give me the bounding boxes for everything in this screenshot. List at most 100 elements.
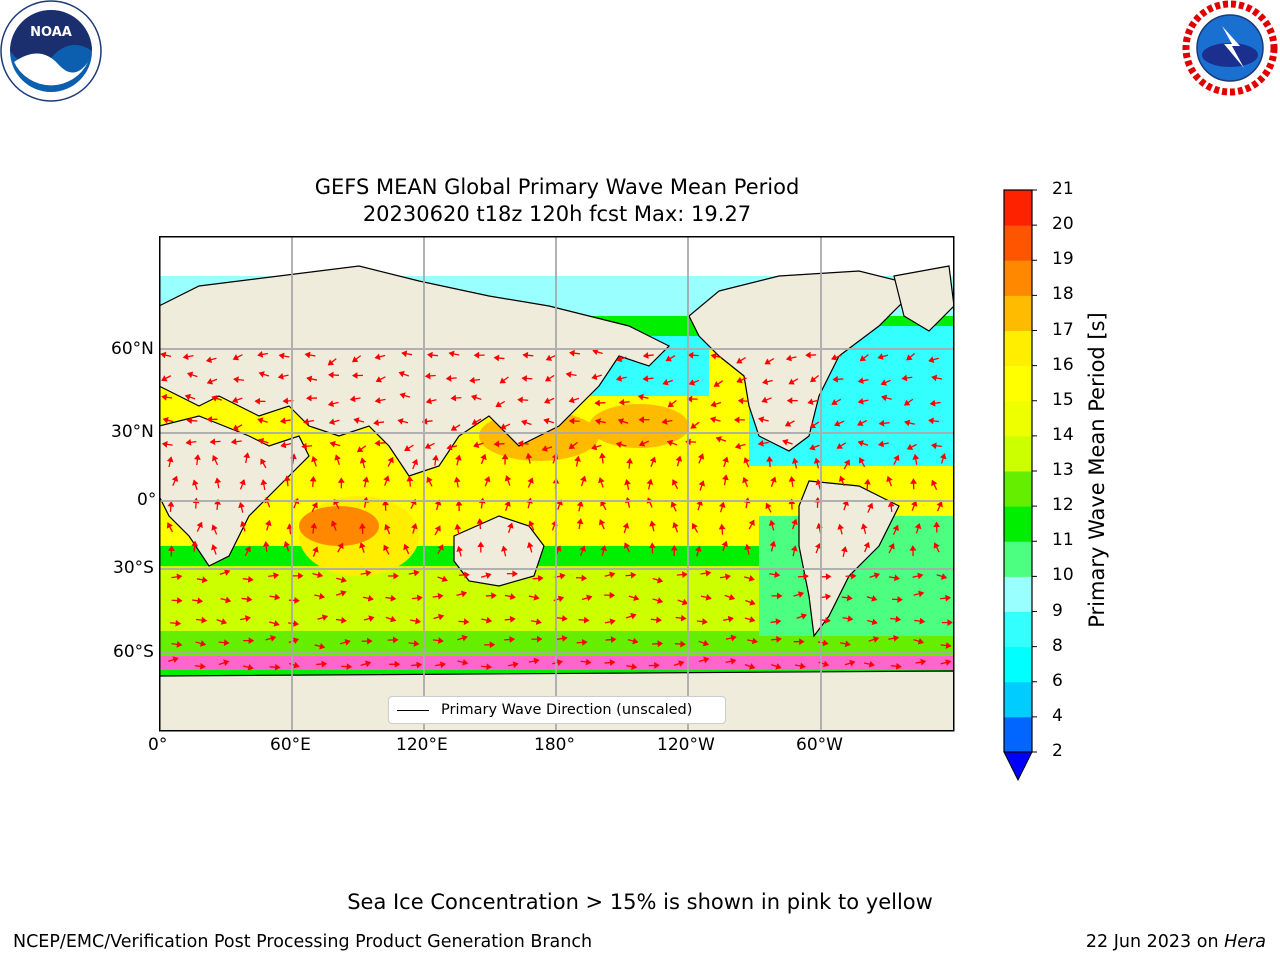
wave-vector-head — [831, 399, 838, 406]
wave-vector-head — [656, 576, 664, 584]
wave-vector-head — [384, 524, 391, 531]
wave-vector-head — [274, 593, 281, 601]
wave-vector-head — [382, 499, 389, 506]
wave-vector-head — [186, 417, 193, 424]
wave-vector-head — [270, 635, 277, 642]
land — [159, 265, 954, 731]
wave-vector-head — [536, 635, 543, 643]
wave-vector-head — [432, 454, 439, 461]
wave-vector-head — [751, 637, 758, 645]
wave-vector-head — [917, 638, 924, 645]
wave-vector-head — [838, 475, 846, 482]
wave-vector-head — [561, 635, 568, 642]
wave-vector-head — [791, 545, 798, 552]
wave-vector-head — [445, 374, 452, 382]
wave-vector-head — [690, 422, 697, 429]
wave-vector-head — [733, 416, 740, 424]
wave-vector-head — [936, 501, 943, 508]
wave-vector-head — [576, 518, 584, 525]
wave-vector-head — [493, 354, 500, 362]
host-name: Hera — [1224, 932, 1266, 952]
wave-vector-head — [637, 393, 644, 401]
wave-vector-head — [671, 479, 678, 486]
wave-vector-head — [906, 443, 914, 450]
wave-vector-head — [691, 523, 698, 530]
wave-vector-head — [743, 457, 750, 464]
wave-vector-head — [512, 570, 518, 578]
wave-vector-head — [399, 392, 406, 399]
wave-vector-head — [528, 520, 535, 527]
wave-vector-head — [161, 375, 168, 382]
wave-vector-head — [878, 419, 885, 427]
wave-vector-head — [175, 619, 182, 627]
wave-vector-head — [799, 662, 806, 670]
wave-vector-head — [631, 663, 638, 670]
wave-vector-head — [257, 417, 264, 424]
wave-vector-head — [736, 376, 743, 384]
wave-vector-head — [656, 616, 662, 624]
wave-vector-head — [182, 353, 189, 360]
wave-vector-head — [293, 661, 300, 669]
colorbar-tick-label: 17 — [1052, 319, 1074, 340]
wave-vector-head — [425, 397, 432, 405]
wave-vector-head — [258, 371, 265, 378]
wave-vector-head — [544, 397, 551, 404]
wave-vector-head — [912, 453, 920, 460]
legend: Primary Wave Direction (unscaled) — [388, 696, 726, 724]
wave-vector-head — [864, 478, 871, 485]
wave-vector-head — [702, 618, 708, 625]
wave-vector-head — [680, 640, 686, 648]
wave-vector-head — [437, 592, 444, 600]
wave-vector-head — [728, 593, 736, 601]
wave-vector-head — [206, 416, 213, 423]
wave-vector-head — [945, 659, 952, 666]
wave-vector-head — [375, 376, 383, 383]
wave-vector-head — [748, 575, 755, 582]
wave-vector-head — [243, 452, 251, 459]
wave-vector-head — [413, 640, 420, 647]
wave-vector-head — [344, 638, 351, 646]
wave-vector-head — [485, 616, 493, 624]
wave-vector-head — [460, 590, 468, 598]
wave-vector-head — [847, 615, 854, 622]
lat-tick-label: 30°N — [111, 422, 154, 442]
wave-vector-head — [232, 396, 239, 404]
wave-vector-head — [623, 542, 631, 549]
wave-vector-head — [426, 476, 433, 483]
wave-vector-head — [244, 615, 251, 622]
wave-vector-head — [327, 359, 335, 366]
wave-vector-head — [657, 640, 664, 648]
wave-vector-head — [365, 660, 372, 668]
wave-vector-head — [784, 420, 792, 427]
wave-vector-head — [446, 443, 453, 451]
wave-vector-head — [775, 618, 782, 626]
legend-line-swatch — [397, 710, 429, 711]
wave-vector-head — [527, 477, 534, 484]
wave-vector-head — [893, 454, 900, 462]
wave-vector-head — [809, 422, 817, 429]
wave-vector-head — [525, 452, 533, 459]
wave-vector-head — [800, 613, 808, 620]
wave-vector-head — [340, 576, 347, 583]
wave-vector-head — [574, 455, 581, 462]
wave-vector-head — [522, 351, 529, 359]
wave-vector-head — [262, 541, 270, 547]
colorbar-segment — [1004, 576, 1032, 612]
wave-vector-head — [841, 546, 848, 553]
wave-vector-head — [762, 378, 769, 386]
wave-vector-head — [730, 634, 737, 642]
colorbar-segment — [1004, 611, 1032, 648]
wave-vector-head — [398, 370, 405, 378]
wave-vector-head — [254, 397, 260, 405]
wave-vector-head — [844, 640, 851, 648]
wave-vector-head — [718, 523, 726, 530]
wave-vector-head — [248, 637, 255, 645]
wave-vector-head — [565, 371, 572, 378]
colorbar-segment — [1004, 400, 1032, 437]
wave-vector-head — [730, 657, 737, 665]
wave-vector-head — [825, 616, 831, 624]
wave-vector-head — [722, 474, 729, 481]
colorbar-tick-label: 13 — [1052, 460, 1074, 480]
wave-vector-head — [187, 371, 194, 379]
wave-vector-head — [509, 636, 516, 643]
